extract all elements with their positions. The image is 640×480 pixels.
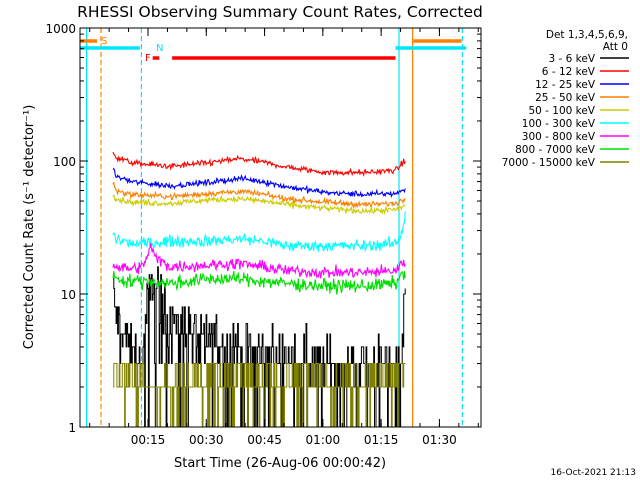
legend-label: 3 - 6 keV [548, 53, 595, 65]
plot-frame [79, 27, 482, 428]
y-tick-label: 1000 [45, 22, 76, 36]
x-tick-label: 00:45 [247, 433, 282, 447]
y-tick-label: 10 [61, 288, 76, 302]
legend-label: 12 - 25 keV [535, 79, 596, 91]
legend-label: 25 - 50 keV [535, 92, 596, 104]
series-line-8 [113, 363, 406, 428]
series-line-1 [112, 151, 406, 178]
legend-label: 800 - 7000 keV [515, 144, 596, 156]
x-tick-label: 01:00 [306, 433, 341, 447]
series-line-3 [112, 182, 406, 210]
y-tick-label: 1 [68, 421, 76, 435]
series-line-2 [112, 167, 406, 198]
legend-label: 300 - 800 keV [522, 131, 596, 143]
x-tick-label: 01:15 [364, 433, 399, 447]
legend-label: 100 - 300 keV [522, 118, 596, 130]
x-axis-label: Start Time (26-Aug-06 00:00:42) [174, 456, 386, 471]
legend-label: 7000 - 15000 keV [502, 157, 596, 169]
flag-bars: S NF [80, 36, 467, 64]
series-line-4 [112, 193, 406, 216]
y-axis-label: Corrected Count Rate (s⁻¹ detector⁻¹) [22, 105, 37, 350]
series-line-6 [112, 243, 406, 279]
flag-label-f: F [145, 53, 151, 64]
chart-title: RHESSI Observing Summary Count Rates, Co… [77, 3, 483, 21]
legend-header: Det 1,3,4,5,6,9, [546, 29, 628, 41]
x-tick-label: 00:30 [189, 433, 224, 447]
y-tick-label: 100 [53, 155, 76, 169]
x-tick-label: 01:30 [422, 433, 457, 447]
axes: 00:15 00:30 00:45 01:00 01:15 01:30 1 10 100 1000 [45, 22, 481, 447]
legend-label: 6 - 12 keV [542, 66, 596, 78]
plot-timestamp: 16-Oct-2021 21:13 [551, 468, 636, 478]
flag-label-n: N [156, 43, 163, 54]
flag-label-s: S [101, 36, 107, 47]
series-line-5 [112, 211, 406, 253]
series-line-7 [112, 270, 406, 295]
legend-header: Att 0 [603, 41, 628, 53]
legend-label: 50 - 100 keV [528, 105, 595, 117]
x-tick-label: 00:15 [131, 433, 166, 447]
series-lines [112, 151, 406, 428]
